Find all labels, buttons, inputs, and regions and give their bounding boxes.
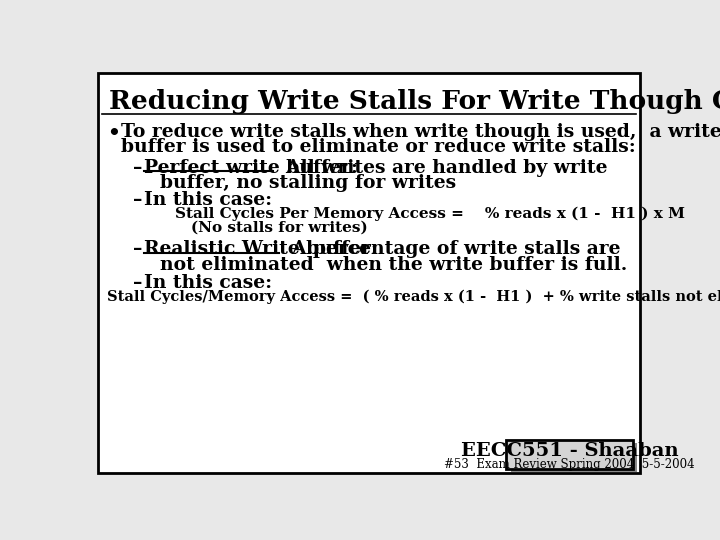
- Text: Stall Cycles Per Memory Access =    % reads x (1 -  H1 ) x M: Stall Cycles Per Memory Access = % reads…: [175, 206, 685, 221]
- FancyBboxPatch shape: [98, 72, 640, 473]
- Text: –: –: [132, 274, 142, 292]
- Text: –: –: [132, 191, 142, 209]
- Text: All writes are handled by write: All writes are handled by write: [273, 159, 608, 177]
- Text: #53  Exam Review Spring 2004  5-5-2004: #53 Exam Review Spring 2004 5-5-2004: [444, 458, 695, 471]
- FancyBboxPatch shape: [506, 440, 632, 469]
- Text: In this case:: In this case:: [144, 191, 272, 209]
- Text: –: –: [132, 159, 142, 177]
- Text: Stall Cycles/Memory Access =  ( % reads x (1 -  H1 )  + % write stalls not elimi: Stall Cycles/Memory Access = ( % reads x…: [107, 289, 720, 304]
- Text: •: •: [107, 123, 120, 143]
- Text: In this case:: In this case:: [144, 274, 272, 292]
- Text: Perfect write buffer:: Perfect write buffer:: [144, 159, 358, 177]
- Text: EECC551 - Shaaban: EECC551 - Shaaban: [461, 442, 678, 460]
- Text: A percentage of write stalls are: A percentage of write stalls are: [279, 240, 621, 258]
- Text: –: –: [132, 240, 142, 258]
- Text: (No stalls for writes): (No stalls for writes): [191, 220, 367, 234]
- Text: not eliminated  when the write buffer is full.: not eliminated when the write buffer is …: [160, 256, 627, 274]
- Text: To reduce write stalls when write though is used,  a write: To reduce write stalls when write though…: [121, 123, 720, 140]
- Text: Realistic Write buffer:: Realistic Write buffer:: [144, 240, 378, 258]
- FancyBboxPatch shape: [510, 443, 637, 472]
- Text: buffer is used to eliminate or reduce write stalls:: buffer is used to eliminate or reduce wr…: [121, 138, 636, 156]
- Text: buffer, no stalling for writes: buffer, no stalling for writes: [160, 174, 456, 192]
- Text: Reducing Write Stalls For Write Though Cache: Reducing Write Stalls For Write Though C…: [109, 90, 720, 114]
